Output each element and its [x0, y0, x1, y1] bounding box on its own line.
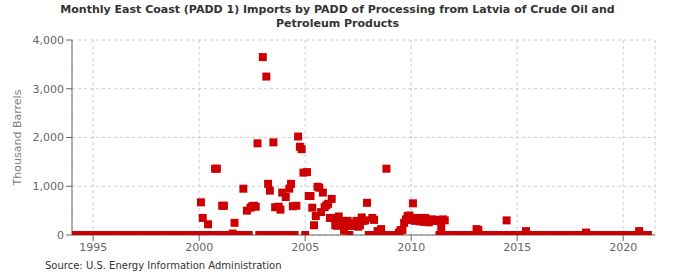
svg-text:2005: 2005 — [291, 241, 319, 254]
svg-text:2010: 2010 — [397, 241, 425, 254]
svg-text:1995: 1995 — [79, 241, 107, 254]
svg-text:2,000: 2,000 — [33, 131, 65, 144]
svg-text:3,000: 3,000 — [33, 83, 65, 96]
svg-text:2015: 2015 — [503, 241, 531, 254]
svg-text:0: 0 — [57, 229, 64, 242]
svg-text:1,000: 1,000 — [33, 180, 65, 193]
svg-text:4,000: 4,000 — [33, 34, 65, 47]
svg-text:Thousand Barrels: Thousand Barrels — [11, 89, 24, 186]
html-text:Monthly East Coast (PADD 1) Im: Monthly East Coast (PADD 1) Imports by P… — [60, 3, 615, 16]
svg-text:2020: 2020 — [609, 241, 637, 254]
html-text:Source: U.S. Energy Informatio: Source: U.S. Energy Information Administ… — [45, 260, 282, 271]
svg-text:2000: 2000 — [185, 241, 213, 254]
html-text:Petroleum Products: Petroleum Products — [275, 17, 400, 30]
